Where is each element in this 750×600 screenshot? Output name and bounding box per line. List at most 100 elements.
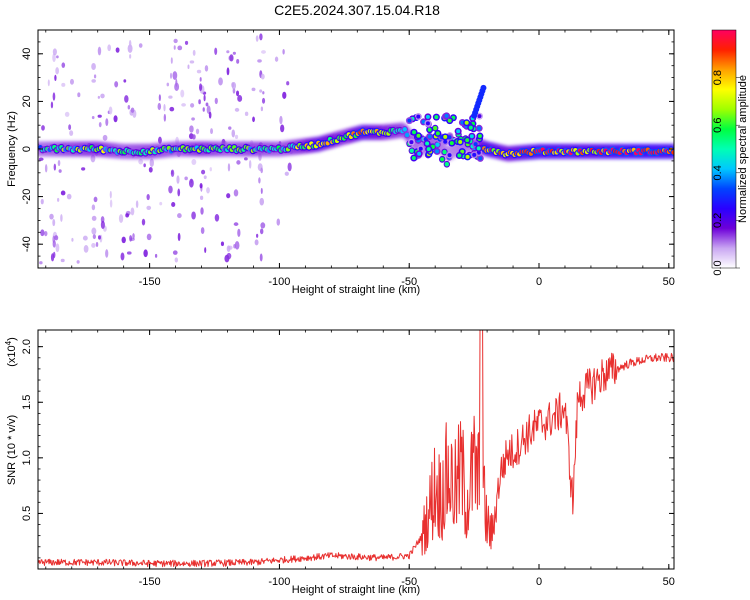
spectrogram-faint-point xyxy=(174,257,179,263)
spectrogram-faint-point xyxy=(168,95,173,99)
spectrogram-faint-point xyxy=(201,169,206,175)
spectrogram-faint-point xyxy=(260,73,265,80)
spectrogram-faint-point xyxy=(200,207,204,215)
spectrogram-faint-point xyxy=(191,117,195,121)
spectrogram-faint-point xyxy=(52,218,56,227)
spectrogram-faint-point xyxy=(125,213,129,218)
spectrogram-faint-point xyxy=(40,198,44,205)
spectrogram-faint-point xyxy=(231,82,237,90)
spectrogram-faint-point xyxy=(259,197,265,206)
spectrogram-turbulent-point xyxy=(447,118,452,123)
spectrogram-faint-point xyxy=(199,183,203,189)
spectrogram-faint-point xyxy=(204,247,207,253)
spectrogram-faint-point xyxy=(206,187,210,194)
spectrogram-faint-point xyxy=(258,177,261,184)
spectrogram-ridge xyxy=(38,124,674,168)
spectrogram-faint-point xyxy=(191,211,196,220)
spectrogram-faint-point xyxy=(109,199,113,208)
spectrogram-faint-point xyxy=(259,253,263,262)
spectrogram-faint-point xyxy=(121,236,126,244)
spectrogram-faint-point xyxy=(198,83,203,92)
spectrogram-faint-point xyxy=(82,235,88,241)
spectrogram-faint-point xyxy=(158,94,161,102)
chart-title: C2E5.2024.307.15.04.R18 xyxy=(274,2,440,18)
spectrogram-faint-point xyxy=(260,187,263,194)
spectrogram-faint-point xyxy=(130,207,135,216)
x-tick-label: -100 xyxy=(268,276,290,288)
spectrogram-faint-point xyxy=(236,160,241,165)
snr-panel: -150 -100 -50 0 50 0.5 1.0 1.5 2.0 Height of st… xyxy=(4,329,675,596)
spectrogram-turbulent-point xyxy=(449,141,454,146)
spectrogram-turbulent-point xyxy=(426,147,431,152)
spectrogram-faint-point xyxy=(168,185,173,194)
spectrogram-faint-point xyxy=(71,237,74,242)
spectrogram-ridge-point xyxy=(435,142,440,147)
spectrogram-faint-point xyxy=(129,54,132,59)
spectrogram-faint-point xyxy=(83,245,89,253)
spectrogram-faint-point xyxy=(69,130,74,136)
spectrogram-turbulent-point xyxy=(435,131,440,136)
spectrogram-turbulent-point xyxy=(477,126,482,131)
y-tick-label: 1.0 xyxy=(21,450,33,465)
spectrogram-faint-point xyxy=(159,201,163,206)
spectrogram-faint-point xyxy=(184,40,189,45)
spectrogram-turbulent-point xyxy=(443,134,448,139)
spectrogram-faint-point xyxy=(191,158,197,166)
spectrogram-faint-point xyxy=(177,188,181,197)
y-tick-label: -20 xyxy=(21,189,33,205)
spectrogram-faint-point xyxy=(261,50,266,54)
spectrogram-faint-point xyxy=(148,166,153,173)
spectrogram-faint-point xyxy=(226,67,230,76)
spectrogram-faint-point xyxy=(157,102,162,111)
spectrogram-turbulent-point xyxy=(443,139,448,144)
spectrogram-faint-point xyxy=(172,71,178,80)
spectrogram-faint-point xyxy=(54,235,59,241)
spectrogram-faint-point xyxy=(40,229,45,237)
spectrogram-streak-point xyxy=(480,84,487,91)
spectrogram-ridge-point xyxy=(409,148,415,153)
spectrogram-turbulent-point xyxy=(417,151,422,156)
spectrogram-faint-point xyxy=(226,193,231,199)
spectrogram-faint-point xyxy=(286,81,290,86)
spectrogram-faint-point xyxy=(203,94,206,102)
spectrogram-turbulent-point xyxy=(412,130,417,135)
spectrogram-faint-point xyxy=(218,77,223,86)
spectrogram-faint-point xyxy=(190,103,195,108)
spectrogram-faint-point xyxy=(231,129,236,138)
spectrogram-faint-point xyxy=(102,134,108,141)
spectrogram-faint-point xyxy=(173,45,176,50)
spectrogram-turbulent-point xyxy=(469,134,474,139)
spectrogram-turbulent-point xyxy=(457,153,462,158)
spectrogram-faint-point xyxy=(55,243,60,253)
spectrogram-faint-point xyxy=(108,106,113,115)
x-tick-label: 0 xyxy=(536,276,542,288)
spectrogram-faint-point xyxy=(169,106,175,112)
spectrogram-faint-point xyxy=(76,260,80,264)
spectrogram-ridge-point xyxy=(402,127,408,132)
spectrogram-faint-point xyxy=(195,128,200,135)
spectrogram-faint-point xyxy=(66,193,72,200)
spectrogram-faint-point xyxy=(198,99,201,105)
spectrogram-faint-point xyxy=(260,228,264,235)
spectrogram-ridge-point xyxy=(404,132,410,138)
spectrogram-faint-point xyxy=(91,62,96,70)
spectrogram-faint-point xyxy=(138,43,143,48)
spectrogram-turbulent-point xyxy=(425,114,430,119)
snr-y-scale-base: (x10 xyxy=(6,345,18,366)
x-tick-label: 50 xyxy=(663,276,675,288)
spectrogram-turbulent-point xyxy=(465,154,470,159)
spectrogram-faint-point xyxy=(135,200,139,208)
spectrogram-faint-point xyxy=(177,232,181,242)
spectrogram-faint-point xyxy=(203,175,207,180)
spectrogram-faint-point xyxy=(248,159,252,169)
spectrogram-faint-point xyxy=(184,176,188,181)
spectrogram-faint-point xyxy=(172,250,178,255)
spectrogram-faint-point xyxy=(93,74,97,79)
spectrogram-faint-point xyxy=(192,134,196,140)
spectrogram-faint-point xyxy=(259,33,263,41)
spectrogram-faint-point xyxy=(208,111,212,119)
spectrogram-faint-point xyxy=(166,82,170,87)
spectrogram-faint-point xyxy=(127,105,131,110)
snr-y-axis-label: SNR (10 * v/v) xyxy=(6,415,18,485)
